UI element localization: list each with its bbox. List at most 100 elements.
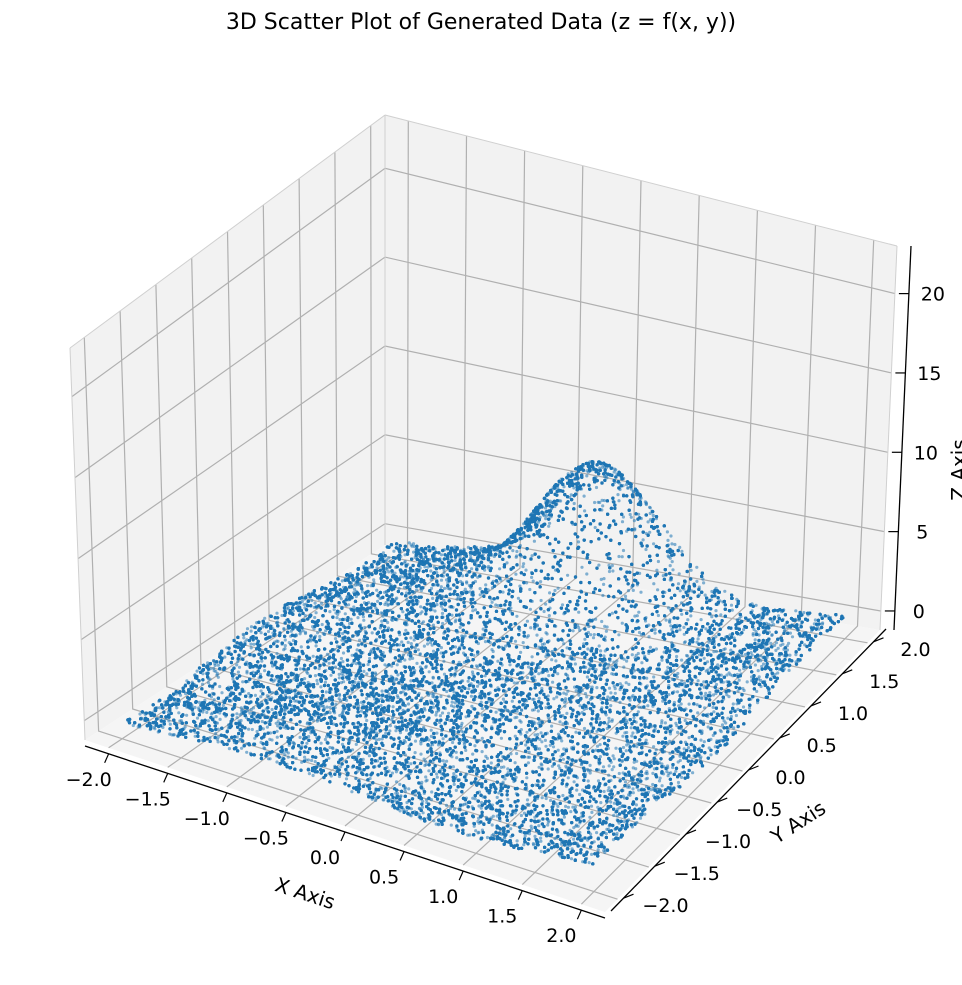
data-point [603,479,606,482]
data-point [610,474,613,477]
data-point [433,547,436,550]
data-point [394,566,397,569]
data-point [546,493,549,496]
data-point [697,588,700,591]
data-point [403,548,406,551]
data-point [755,604,758,607]
data-point [376,562,379,565]
data-point [611,467,614,470]
data-point [539,516,542,519]
data-point [356,573,359,576]
data-point [390,543,393,546]
data-point [522,531,525,534]
data-point [695,580,698,583]
data-point [423,565,426,568]
data-point [373,560,376,563]
data-point [620,476,623,479]
data-point [484,550,487,553]
data-point [693,584,696,587]
data-point [435,571,438,574]
data-point [690,569,693,572]
data-point [670,554,673,557]
data-point [413,545,416,548]
data-point [704,594,707,597]
data-point [406,550,409,553]
data-point [443,571,446,574]
data-point [701,578,704,581]
data-point [394,557,397,560]
data-point [438,566,441,569]
data-point [460,569,463,572]
data-point [657,533,660,536]
data-point [345,574,348,577]
data-point [652,514,655,517]
data-point [424,555,427,558]
data-point [585,474,588,477]
data-point [534,523,537,526]
data-point [410,558,413,561]
data-point [547,518,550,521]
data-point [410,570,413,573]
data-point [422,570,425,573]
data-point [666,550,669,553]
data-point [425,569,428,572]
data-point [671,560,674,563]
data-point [591,462,594,465]
data-point [402,575,405,578]
data-point [478,549,481,552]
data-point [730,604,733,607]
data-point [548,522,551,525]
data-point [435,567,438,570]
data-point [695,566,698,569]
data-point [426,566,429,569]
data-point [807,613,810,616]
data-point [680,550,683,553]
data-point [540,511,543,514]
data-point [735,605,738,608]
data-point [649,512,652,515]
data-point [450,559,453,562]
data-point [686,570,689,573]
data-point [535,517,538,520]
data-point [625,483,628,486]
data-point [570,493,573,496]
data-point [631,495,634,498]
data-point [711,595,714,598]
data-point [454,556,457,559]
data-point [596,463,599,466]
data-point [348,575,351,578]
data-point [437,551,440,554]
data-point [677,549,680,552]
data-point [780,610,783,613]
data-point [463,558,466,561]
data-point [554,493,557,496]
data-point [443,557,446,560]
data-point [440,553,443,556]
data-point [638,497,641,500]
data-point [434,559,437,562]
data-point [669,534,672,537]
data-point [776,609,779,612]
data-point [357,568,360,571]
data-point [391,561,394,564]
data-point [710,590,713,593]
data-point [398,550,401,553]
data-point [573,502,576,505]
data-point [412,564,415,567]
data-point [576,485,579,488]
data-point [469,547,472,550]
data-point [441,549,444,552]
data-point [600,481,603,484]
data-point [367,576,370,579]
data-point [647,520,650,523]
data-point [715,603,718,606]
data-point [387,570,390,573]
data-point [448,561,451,564]
data-point [383,554,386,557]
data-point [428,549,431,552]
data-point [794,609,797,612]
data-point [456,563,459,566]
data-point [540,525,543,528]
